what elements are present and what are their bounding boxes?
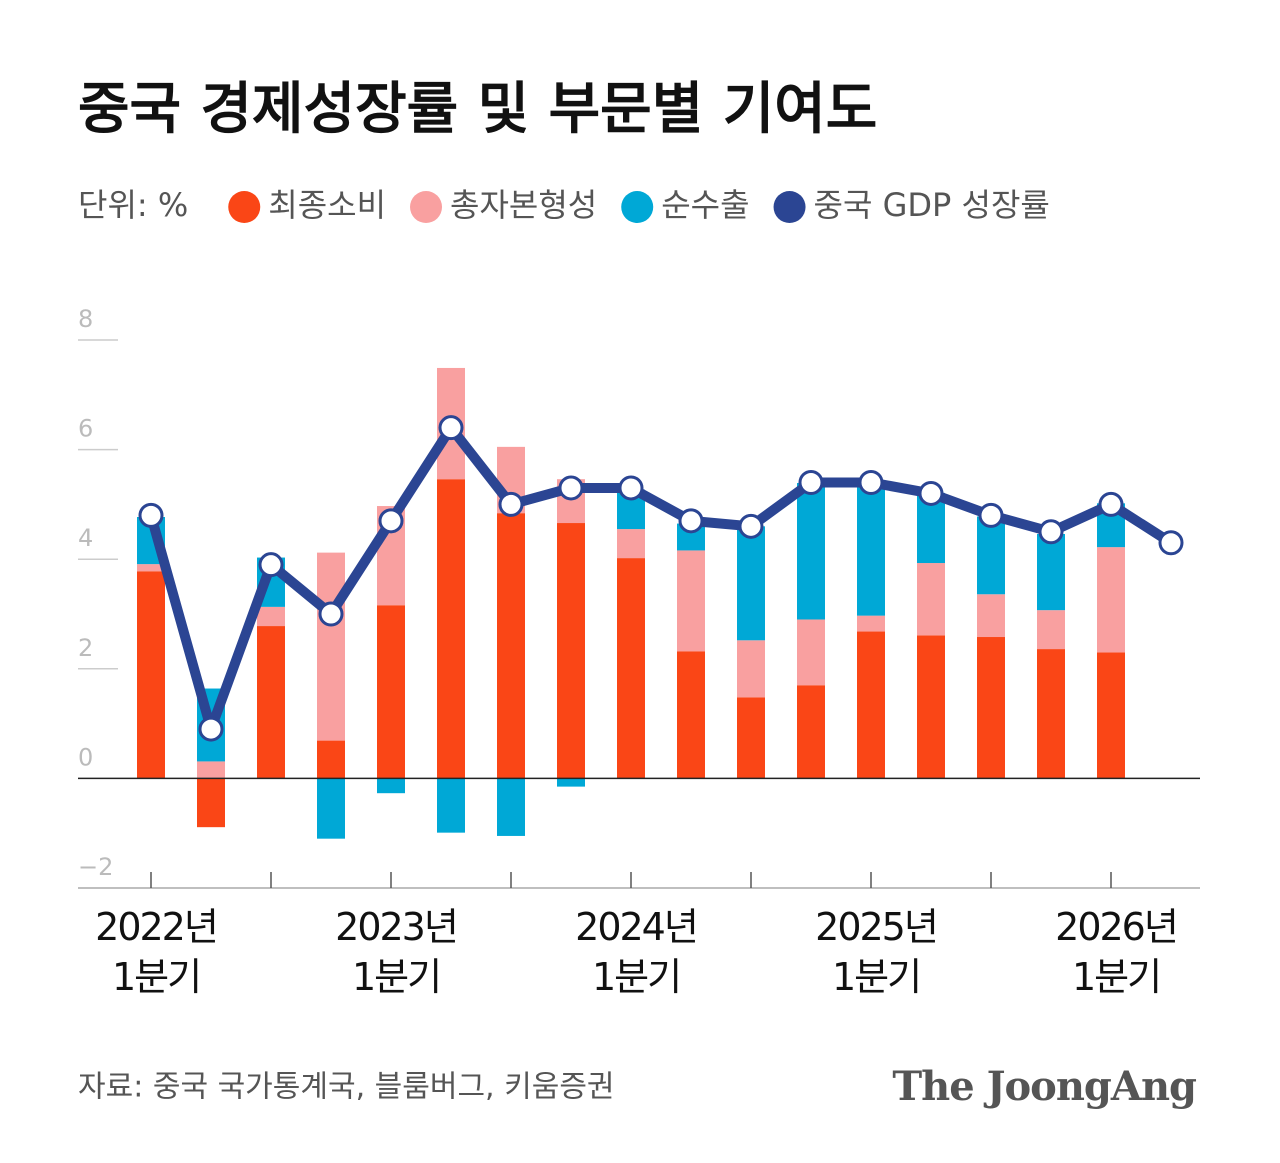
gdp-point [798,469,824,495]
gdp-point [318,601,344,627]
bar-segment [1097,547,1125,653]
gdp-point [978,502,1004,528]
gdp-point [858,469,884,495]
bar-segment [257,626,285,779]
brand-logo: The JoongAng [892,1063,1197,1110]
bar-segment [737,526,765,641]
y-tick-label: 8 [78,305,93,333]
bar-segment [1097,652,1125,779]
bar-segment [617,558,645,779]
bar-segment [857,631,885,779]
bar-segment [797,685,825,779]
x-tick-label: 2025년 1분기 [815,905,939,999]
bar-segment [857,615,885,632]
gdp-point [1038,519,1064,545]
bar-segment [917,635,945,779]
legend-swatch [621,191,654,223]
gdp-point [258,552,284,578]
gdp-line [146,422,1174,735]
gdp-point [438,415,464,441]
gdp-point [678,508,704,534]
gdp-point [378,508,404,534]
bar-segment [617,529,645,559]
y-tick-label: 0 [78,743,93,771]
bar-segment [437,778,465,833]
bar-segment [737,640,765,698]
gdp-point [1098,491,1124,517]
legend-label: 순수출 [661,186,749,224]
bar-segment [317,552,345,741]
x-tick-label: 2024년 1분기 [575,905,699,999]
y-tick-label: 6 [78,415,93,443]
bar-segment [557,523,585,779]
y-tick-label: 2 [78,634,93,662]
bar-segment [1037,533,1065,611]
bar-segment [137,564,165,572]
y-tick-label: 4 [78,524,93,552]
y-tick-label: −2 [78,853,113,881]
gdp-point [198,716,224,742]
x-tick-label: 2026년 1분기 [1055,905,1179,999]
bar-segment [557,778,585,787]
gdp-point [618,475,644,501]
bar-segment [377,778,405,794]
bar-segment [137,571,165,779]
bar-segment [497,513,525,779]
bar-segment [857,485,885,616]
legend-label: 최종소비 [268,186,386,224]
bar-segment [797,483,825,620]
bar-segment [917,563,945,636]
source: 자료: 중국 국가통계국, 블룸버그, 키움증권 [78,1070,615,1105]
bar-segment [437,479,465,779]
bar-segment [977,594,1005,638]
bar-segment [677,550,705,652]
gdp-point [558,475,584,501]
legend-swatch [410,191,443,223]
bar-segment [317,740,345,779]
bar-segment [197,778,225,828]
legend-label: 총자본형성 [450,186,597,224]
bar-segment [797,619,825,686]
bar-segment [497,778,525,836]
gdp-point [138,502,164,528]
bar-segment [377,605,405,779]
bar-segment [977,516,1005,595]
bar-segment [317,778,345,839]
gdp-point [738,513,764,539]
bar-segment [197,761,225,779]
legend-label: 중국 GDP 성장률 [814,186,1050,224]
bar-segment [737,697,765,779]
chart-title: 중국 경제성장률 및 부문별 기여도 [78,77,877,142]
gdp-point [1158,530,1184,556]
bar-segment [977,637,1005,779]
unit-label: 단위: % [78,186,188,224]
gdp-point [498,491,524,517]
x-tick-label: 2022년 1분기 [95,905,219,999]
bar-segment [1037,649,1065,779]
bar-segment [1037,610,1065,650]
legend-swatch [228,191,261,223]
bar-segment [257,606,285,627]
gdp-point [918,480,944,506]
bar-segment [677,651,705,779]
legend-swatch [773,191,806,223]
x-tick-label: 2023년 1분기 [335,905,459,999]
